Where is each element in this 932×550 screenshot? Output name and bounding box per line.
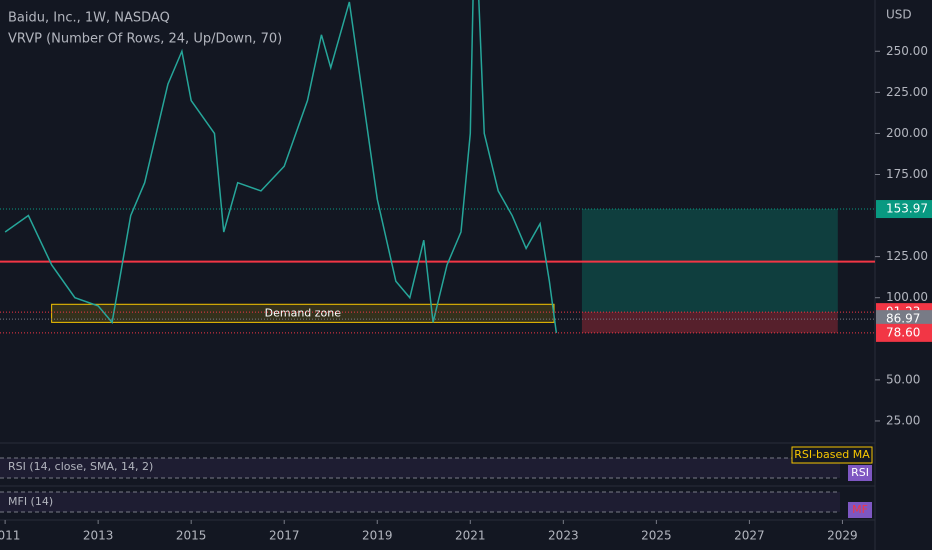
y-tick-label: 25.00 — [886, 413, 920, 427]
y-tick-label: 200.00 — [886, 126, 928, 140]
x-tick-label: 2011 — [0, 529, 20, 543]
mfi-band — [0, 492, 840, 512]
x-tick-label: 2021 — [455, 529, 486, 543]
x-tick-label: 2027 — [734, 529, 765, 543]
price-badge — [876, 323, 932, 342]
y-tick-label: 225.00 — [886, 85, 928, 99]
rsi-band — [0, 458, 840, 478]
y-tick-label: 50.00 — [886, 372, 920, 386]
price-badge-label: 153.97 — [886, 202, 928, 216]
rsi-badge-bg — [848, 465, 872, 481]
price-badge-label: 78.60 — [886, 325, 920, 339]
x-tick-label: 2013 — [83, 529, 114, 543]
y-tick-label: 125.00 — [886, 249, 928, 263]
mfi-badge-bg — [848, 502, 872, 518]
x-tick-label: 2023 — [548, 529, 579, 543]
x-tick-label: 2019 — [362, 529, 393, 543]
demand-zone-label: Demand zone — [265, 306, 342, 319]
x-tick-label: 2015 — [176, 529, 207, 543]
price-pane: Demand zone — [0, 0, 875, 334]
currency: USD — [886, 8, 912, 22]
rsi-ma-box — [791, 446, 873, 464]
chart-title: Baidu, Inc., 1W, NASDAQ — [8, 11, 170, 26]
rsi-label: RSI (14, close, SMA, 14, 2) — [8, 460, 153, 473]
y-tick-label: 100.00 — [886, 290, 928, 304]
y-tick-label: 250.00 — [886, 44, 928, 58]
x-tick-label: 2029 — [827, 529, 858, 543]
x-tick-label: 2017 — [269, 529, 300, 543]
price-badge-label: 86.97 — [886, 312, 920, 326]
rsi-ma-label: RSI-based MA — [794, 448, 870, 461]
mfi-badge: MF — [852, 503, 868, 516]
stop-zone — [581, 312, 838, 333]
price-badge — [876, 200, 932, 219]
chart-subtitle: VRVP (Number Of Rows, 24, Up/Down, 70) — [8, 32, 282, 47]
price-badge — [876, 310, 932, 329]
x-tick-label: 2025 — [641, 529, 672, 543]
y-tick-label: 175.00 — [886, 167, 928, 181]
mfi-label: MFI (14) — [8, 495, 53, 508]
price-line — [4, 0, 558, 333]
rsi-badge: RSI — [851, 466, 869, 479]
